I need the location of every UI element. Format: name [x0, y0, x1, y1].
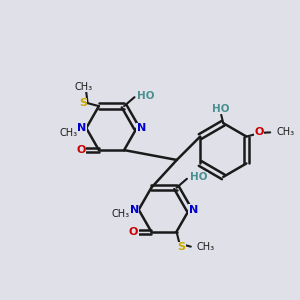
- Text: O: O: [254, 128, 264, 137]
- Text: CH₃: CH₃: [112, 209, 130, 219]
- Text: HO: HO: [212, 104, 230, 114]
- Text: CH₃: CH₃: [59, 128, 77, 138]
- Text: O: O: [129, 227, 138, 237]
- Text: S: S: [79, 98, 87, 108]
- Text: CH₃: CH₃: [74, 82, 92, 92]
- Text: N: N: [77, 123, 86, 133]
- Text: S: S: [177, 242, 185, 252]
- Text: N: N: [136, 123, 146, 133]
- Text: N: N: [130, 205, 139, 215]
- Text: CH₃: CH₃: [197, 242, 215, 252]
- Text: N: N: [189, 205, 198, 215]
- Text: HO: HO: [137, 91, 155, 101]
- Text: HO: HO: [190, 172, 207, 182]
- Text: O: O: [76, 145, 86, 155]
- Text: CH₃: CH₃: [277, 128, 295, 137]
